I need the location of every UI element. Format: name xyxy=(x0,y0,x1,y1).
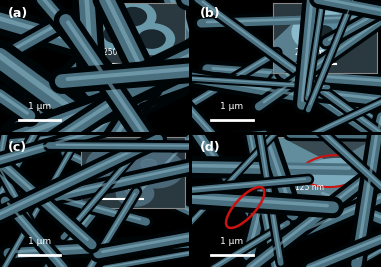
Text: (b): (b) xyxy=(200,7,221,19)
Text: 1 μm: 1 μm xyxy=(28,237,51,246)
Text: 1 μm: 1 μm xyxy=(221,102,243,111)
Text: (c): (c) xyxy=(8,142,27,154)
Text: 1 μm: 1 μm xyxy=(221,237,243,246)
Text: (a): (a) xyxy=(8,7,28,19)
Text: (d): (d) xyxy=(200,142,221,154)
Text: 1 μm: 1 μm xyxy=(28,102,51,111)
